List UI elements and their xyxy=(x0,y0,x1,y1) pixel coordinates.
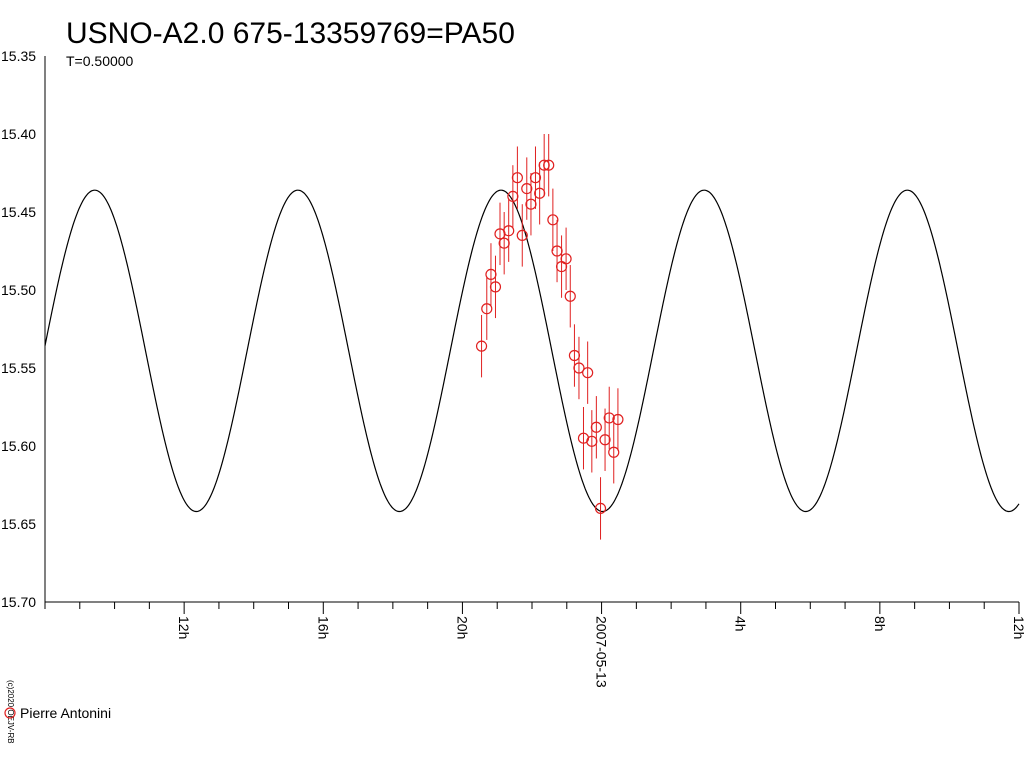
data-point xyxy=(475,340,488,352)
legend: Pierre Antonini xyxy=(4,705,111,721)
data-point xyxy=(547,214,559,226)
data-point xyxy=(521,183,533,195)
axes xyxy=(44,56,1019,603)
x-axis-ticks xyxy=(44,602,1020,614)
legend-marker xyxy=(4,707,16,719)
y-tick-label: 15.40 xyxy=(1,126,36,142)
data-point xyxy=(489,281,502,293)
data-point xyxy=(498,237,510,249)
data-point xyxy=(608,446,620,458)
data-point xyxy=(551,245,563,257)
chart-title: USNO-A2.0 675-13359769=PA50 xyxy=(66,17,515,50)
data-point xyxy=(516,229,528,241)
data-point xyxy=(603,412,615,424)
data-point xyxy=(612,413,624,426)
data-points xyxy=(475,159,624,514)
error-bars xyxy=(481,134,619,540)
data-point xyxy=(511,172,523,184)
y-tick-label: 15.70 xyxy=(1,594,36,610)
data-point xyxy=(503,225,515,237)
x-tick-label: 8h xyxy=(872,616,888,632)
x-tick-label: 12h xyxy=(176,616,192,639)
data-point xyxy=(525,198,537,210)
data-point xyxy=(590,421,602,433)
data-point xyxy=(534,187,546,199)
data-point xyxy=(481,303,493,315)
data-point xyxy=(529,172,542,184)
y-tick-label: 15.60 xyxy=(1,438,36,454)
model-curve xyxy=(44,189,1020,513)
copyright-text: (c)2020 OEJV-RB xyxy=(6,680,15,744)
x-tick-label: 12h xyxy=(1011,616,1024,639)
x-tick-label: 2007-05-13 xyxy=(594,616,610,688)
data-point xyxy=(560,253,572,265)
data-point xyxy=(485,268,497,280)
data-point xyxy=(599,434,611,446)
x-tick-label: 4h xyxy=(733,616,749,632)
data-point xyxy=(573,362,585,374)
plot-area xyxy=(44,134,1020,540)
y-tick-label: 15.50 xyxy=(1,282,36,298)
data-point xyxy=(586,435,598,447)
data-point xyxy=(564,290,576,302)
chart-subtitle: T=0.50000 xyxy=(66,53,134,69)
y-tick-label: 15.45 xyxy=(1,204,36,220)
x-tick-label: 20h xyxy=(454,616,470,639)
y-tick-label: 15.55 xyxy=(1,360,36,376)
data-point xyxy=(538,159,550,171)
legend-label: Pierre Antonini xyxy=(20,705,111,721)
y-tick-label: 15.35 xyxy=(1,48,36,64)
data-point xyxy=(543,159,555,171)
data-point xyxy=(594,502,607,514)
x-axis-tick-labels: 12h 16h 20h 2007-05-13 4h 8h 12h xyxy=(176,616,1024,688)
x-tick-label: 16h xyxy=(315,616,331,639)
data-point xyxy=(507,190,519,202)
y-tick-label: 15.65 xyxy=(1,516,36,532)
y-axis-tick-labels: 15.35 15.40 15.45 15.50 15.55 15.60 15.65 15.70 xyxy=(1,48,36,610)
data-point xyxy=(568,349,581,362)
data-point xyxy=(582,367,594,379)
